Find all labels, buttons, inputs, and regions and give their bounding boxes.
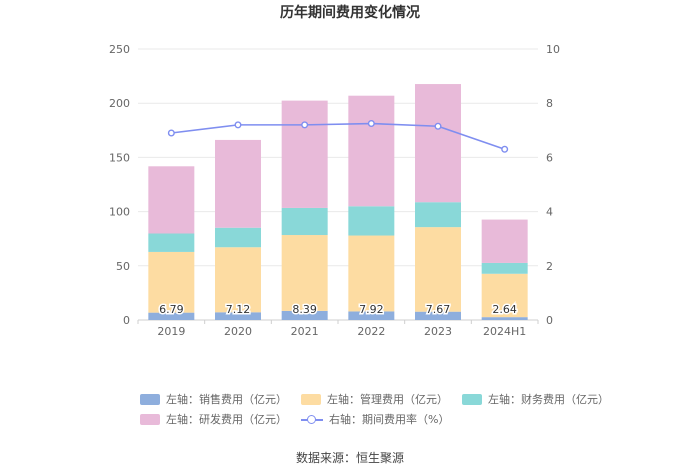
legend-label-finance: 左轴：财务费用（亿元）	[488, 393, 609, 406]
data-label: 6.79	[159, 303, 184, 316]
data-label-halo: 7.92	[359, 303, 384, 316]
bar-segment	[481, 219, 528, 263]
legend-swatch-finance	[462, 393, 482, 405]
legend-swatch-admin	[301, 393, 321, 405]
x-tick-label: 2019	[157, 325, 185, 338]
legend-line-icon	[301, 414, 323, 425]
line-point	[501, 145, 509, 153]
bar-segment	[215, 139, 261, 228]
bar-segment	[215, 247, 261, 313]
line-point	[301, 121, 309, 129]
bar-segment	[281, 100, 328, 208]
bar-segment	[348, 235, 395, 312]
data-label: 7.92	[359, 303, 384, 316]
y-right-tick-label: 6	[546, 151, 553, 164]
data-label-halo: 2.64	[492, 303, 517, 316]
y-left-tick-label: 150	[109, 151, 130, 164]
legend-label-expense-rate: 右轴：期间费用率（%）	[329, 413, 450, 426]
line-point	[434, 122, 442, 130]
data-label-halo: 7.12	[226, 303, 251, 316]
bar-segment	[481, 317, 528, 320]
bar-segment	[281, 310, 328, 320]
legend-swatch-rnd	[140, 413, 160, 425]
source-note: 数据来源：恒生聚源	[295, 451, 404, 465]
data-label-halo: 8.39	[292, 303, 317, 316]
bar-segment	[415, 202, 461, 228]
data-label: 7.12	[226, 303, 251, 316]
legend-swatch-sales	[140, 393, 160, 405]
x-tick-label: 2020	[224, 325, 252, 338]
legend-label-admin: 左轴：管理费用（亿元）	[327, 393, 448, 406]
bar-segment	[415, 227, 461, 312]
x-tick-label: 2021	[291, 325, 319, 338]
bar-segment	[215, 227, 261, 248]
legend-label-rnd: 左轴：研发费用（亿元）	[166, 413, 287, 426]
legend-item-finance[interactable]: 左轴：财务费用（亿元）	[462, 391, 609, 407]
data-label: 2.64	[492, 303, 517, 316]
bar-segment	[148, 233, 195, 252]
y-left-tick-label: 0	[123, 314, 130, 327]
y-right-tick-label: 8	[546, 97, 553, 110]
bar-segment	[148, 251, 195, 313]
data-label: 7.67	[426, 303, 451, 316]
data-label-halo: 6.79	[159, 303, 184, 316]
y-right-tick-label: 10	[546, 43, 560, 56]
x-tick-label: 2024H1	[483, 325, 526, 338]
y-right-tick-label: 2	[546, 260, 553, 273]
bar-segment	[481, 273, 528, 318]
x-tick-label: 2023	[424, 325, 452, 338]
expense-rate-line	[171, 122, 505, 151]
data-label: 8.39	[292, 303, 317, 316]
bar-segment	[415, 311, 461, 320]
bar-segment	[415, 84, 461, 203]
legend-item-sales[interactable]: 左轴：销售费用（亿元）	[140, 391, 287, 407]
chart-canvas: 历年期间费用变化情况 0 50 100 150 200 250 0 2 4 6 8 10 2019 6.7…	[109, 4, 560, 338]
legend-item-rnd[interactable]: 左轴：研发费用（亿元）	[140, 411, 287, 427]
legend-row-1: 左轴：销售费用（亿元） 左轴：管理费用（亿元） 左轴：财务费用（亿元）	[140, 389, 609, 409]
legend-row-2: 左轴：研发费用（亿元） 右轴：期间费用率（%）	[140, 409, 580, 429]
y-left-tick-label: 100	[109, 206, 130, 219]
x-tick-label: 2022	[357, 325, 385, 338]
legend-label-sales: 左轴：销售费用（亿元）	[166, 393, 287, 406]
bar-segment	[281, 235, 328, 311]
y-right-tick-label: 0	[546, 314, 553, 327]
y-left-tick-label: 200	[109, 97, 130, 110]
line-point	[167, 129, 175, 137]
bar-segment	[481, 262, 528, 274]
y-left-tick-label: 250	[109, 43, 130, 56]
bar-segment	[348, 95, 395, 207]
bar-segment	[148, 312, 195, 320]
bar-segment	[348, 206, 395, 236]
bar-segment	[348, 311, 395, 320]
bar-segment	[215, 312, 261, 320]
bar-segment	[281, 207, 328, 236]
data-label-halo: 7.67	[426, 303, 451, 316]
line-point	[234, 121, 242, 129]
legend: 左轴：销售费用（亿元） 左轴：管理费用（亿元） 左轴：财务费用（亿元） 左轴：研…	[140, 389, 609, 429]
chart-title: 历年期间费用变化情况	[280, 4, 420, 21]
y-right-tick-label: 4	[546, 206, 553, 219]
line-point	[367, 120, 375, 128]
y-left-tick-label: 50	[116, 260, 130, 273]
legend-item-expense-rate[interactable]: 右轴：期间费用率（%）	[301, 411, 449, 427]
bar-segment	[148, 166, 195, 234]
legend-item-admin[interactable]: 左轴：管理费用（亿元）	[301, 391, 448, 407]
